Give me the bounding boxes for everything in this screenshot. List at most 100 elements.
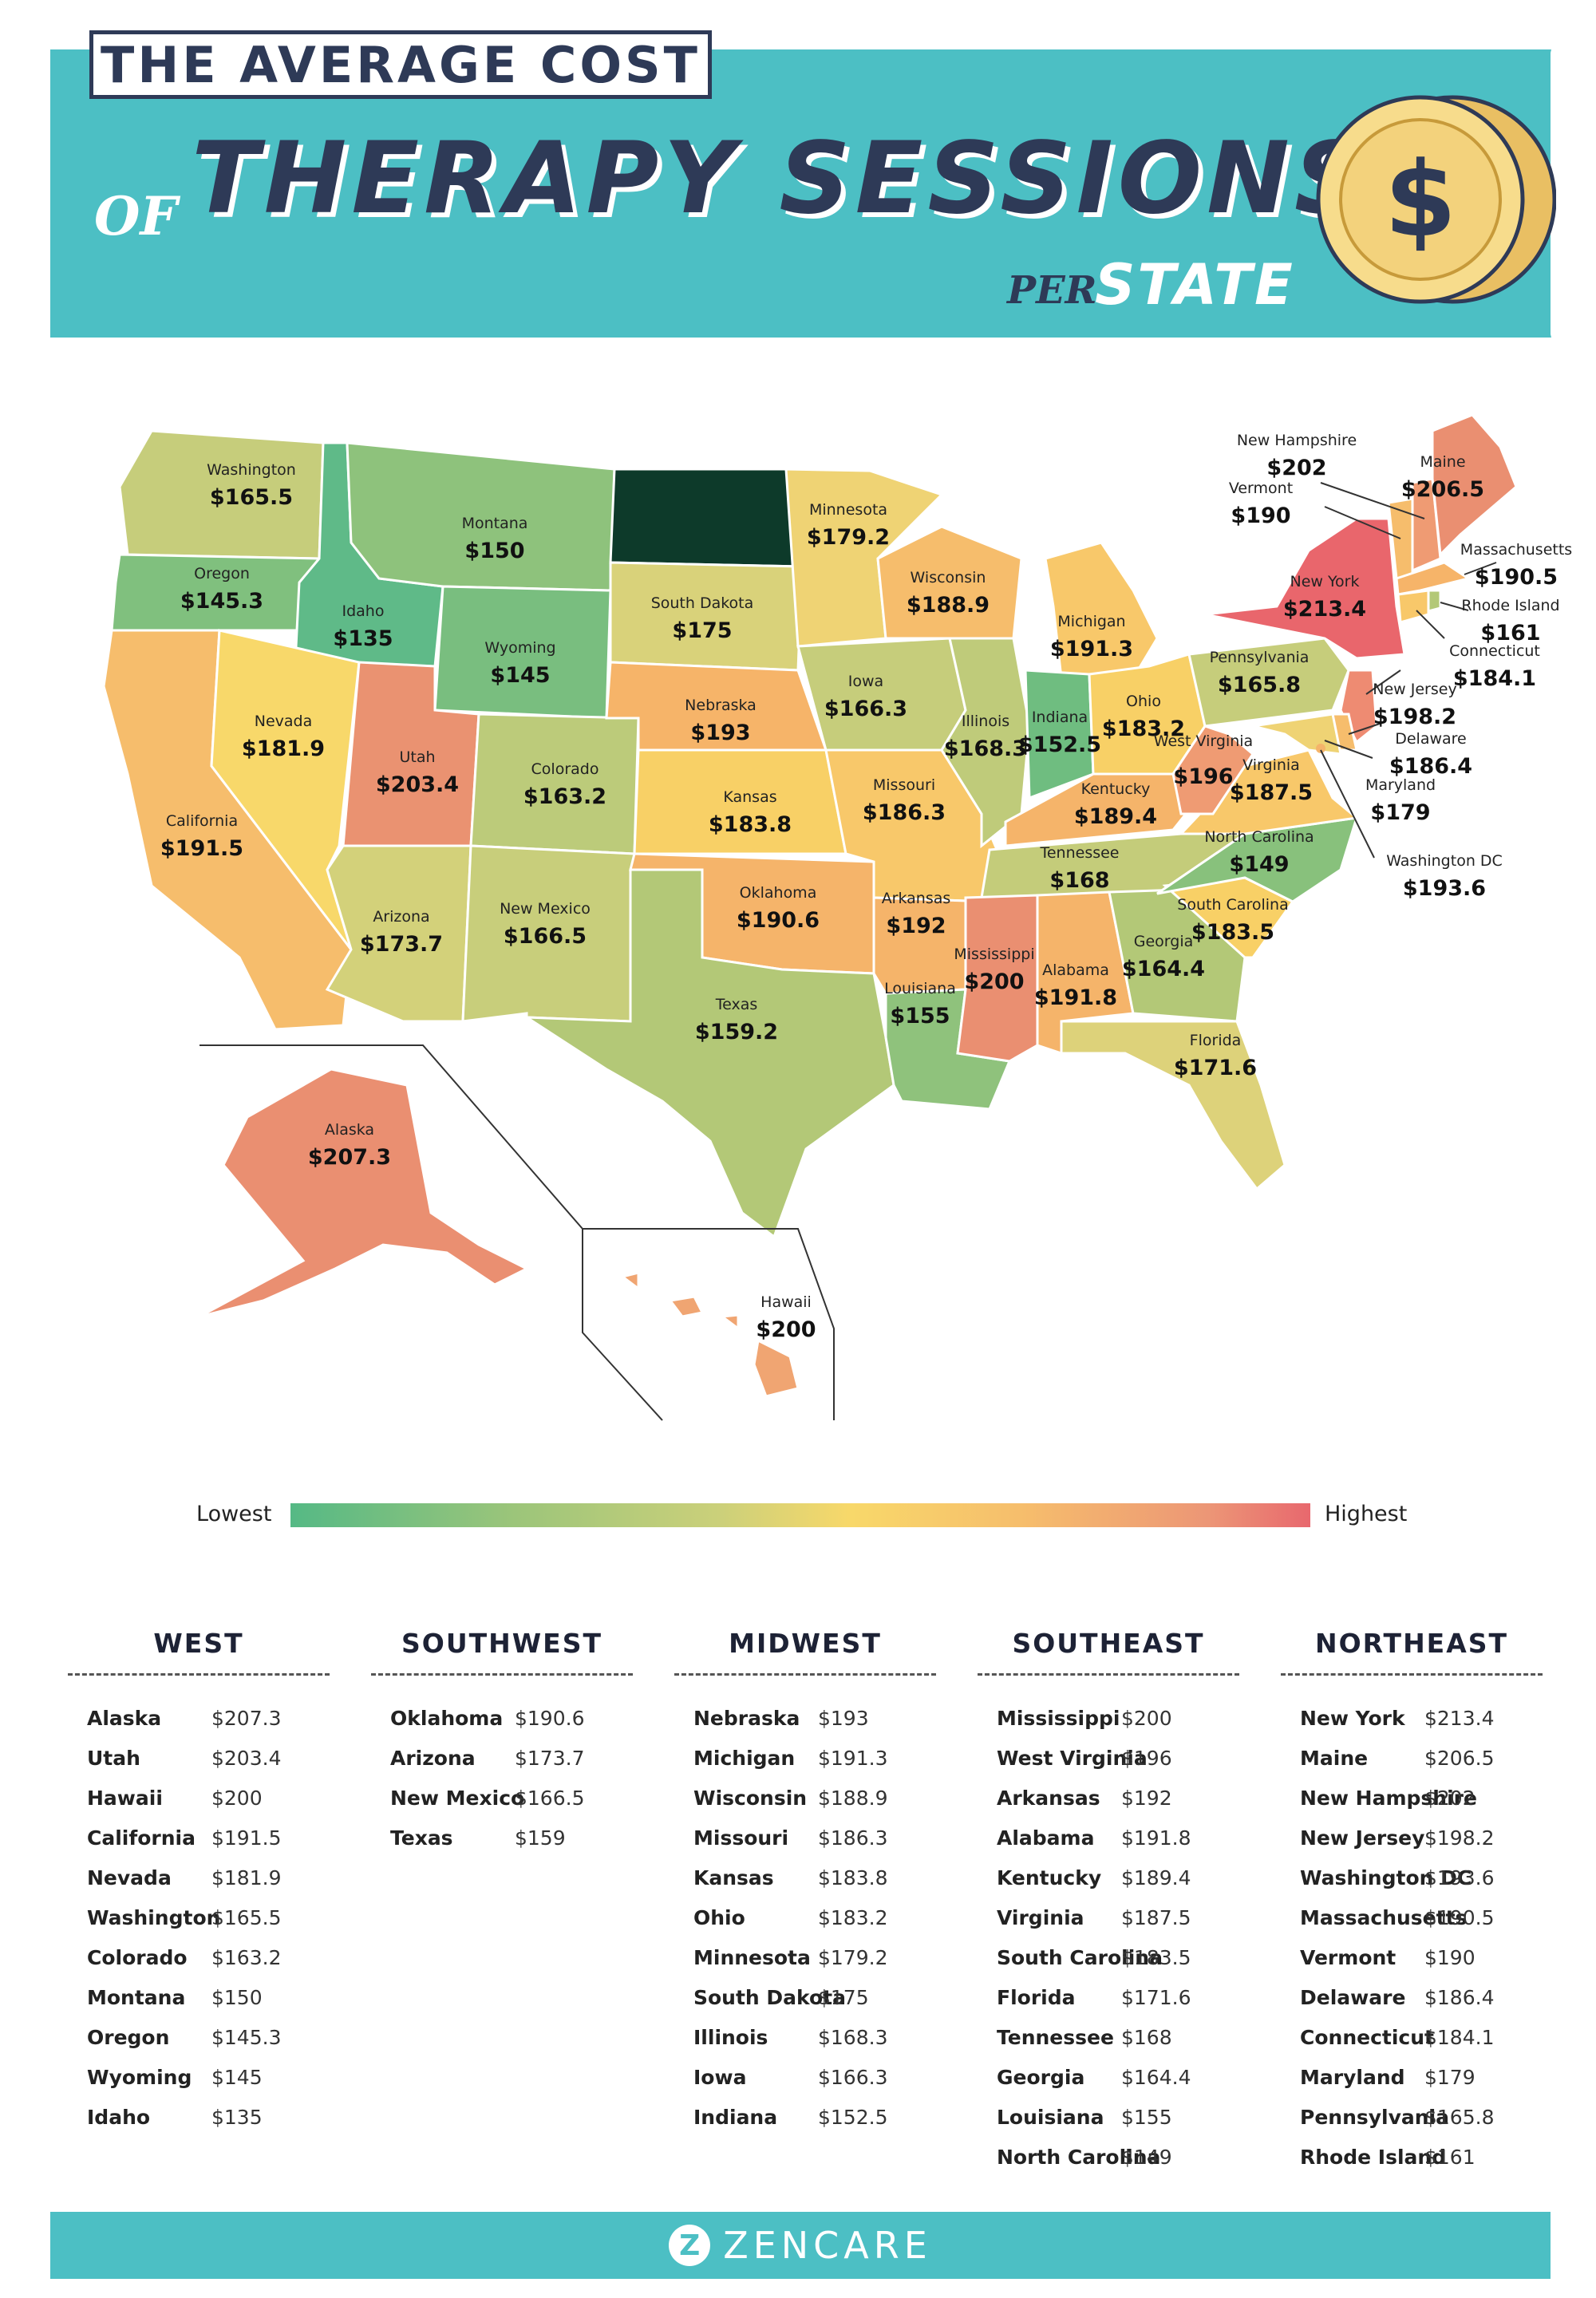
table-row: Massachusetts $190.5	[1281, 1897, 1543, 1937]
state-maryland	[1252, 713, 1342, 756]
table-row: Alaska $207.3	[68, 1698, 330, 1738]
svg-text:Michigan: Michigan	[1057, 613, 1125, 630]
row-cost-value: $159	[515, 1826, 566, 1850]
table-row: Washington DC $193.6	[1281, 1858, 1543, 1897]
row-state-name: Kansas	[693, 1866, 774, 1889]
table-row: Utah $203.4	[68, 1738, 330, 1778]
row-state-name: Nevada	[87, 1866, 172, 1889]
row-state-name: Indiana	[693, 2105, 778, 2129]
table-row: Washington $165.5	[68, 1897, 330, 1937]
label-montana: Montana $150	[462, 515, 528, 563]
row-state-name: Illinois	[693, 2025, 768, 2049]
table-row: Oregon $145.3	[68, 2017, 330, 2057]
svg-text:Virginia: Virginia	[1242, 756, 1300, 774]
row-cost-value: $207.3	[211, 1706, 282, 1730]
svg-text:Utah: Utah	[399, 748, 435, 766]
row-cost-value: $187.5	[1121, 1905, 1191, 1929]
row-cost-value: $165.8	[1424, 2105, 1495, 2129]
state-rhode-island	[1427, 589, 1442, 613]
row-cost-value: $213.4	[1424, 1706, 1495, 1730]
leader-maryland	[1324, 740, 1373, 759]
svg-text:West Virginia: West Virginia	[1154, 732, 1253, 750]
label-connecticut: Connecticut $184.1	[1449, 642, 1540, 691]
table-row: Kentucky $189.4	[978, 1858, 1239, 1897]
label-nevada: Nevada $181.9	[242, 713, 325, 761]
row-state-name: Alabama	[997, 1826, 1095, 1850]
row-cost-value: $166.3	[818, 2065, 888, 2089]
svg-text:Washington DC: Washington DC	[1386, 852, 1503, 870]
region-rows: New York $213.4 Maine $206.5 New Hampshire $2…	[1281, 1698, 1543, 2177]
state-new-york	[1204, 517, 1406, 660]
svg-text:California: California	[166, 812, 238, 830]
svg-text:$135: $135	[333, 626, 393, 651]
state-illinois	[940, 637, 1031, 849]
svg-text:Montana: Montana	[462, 515, 528, 532]
state-hawaii	[619, 1271, 800, 1398]
svg-text:$191.3: $191.3	[1050, 637, 1133, 661]
row-cost-value: $183.8	[818, 1866, 888, 1889]
row-cost-value: $184.1	[1424, 2025, 1495, 2049]
svg-text:$163.2: $163.2	[523, 784, 606, 809]
table-row: Alabama $191.8	[978, 1818, 1239, 1858]
region-table-midwest: MIDWEST Nebraska $193 Michigan $191.3 Wiscons…	[674, 1628, 936, 2137]
svg-text:Maryland: Maryland	[1365, 776, 1436, 794]
svg-text:Illinois: Illinois	[962, 713, 1009, 730]
svg-text:$179.2: $179.2	[807, 525, 890, 550]
table-row: Arkansas $192	[978, 1778, 1239, 1818]
label-arizona: Arizona $173.7	[360, 908, 443, 957]
svg-text:New Hampshire: New Hampshire	[1237, 432, 1357, 449]
svg-text:$168: $168	[1049, 868, 1109, 893]
svg-text:$164.4: $164.4	[1122, 957, 1205, 981]
svg-text:Louisiana: Louisiana	[884, 980, 956, 997]
row-cost-value: $188.9	[818, 1786, 888, 1810]
table-row: New Jersey $198.2	[1281, 1818, 1543, 1858]
legend-color-scale	[290, 1503, 1310, 1527]
row-state-name: Minnesota	[693, 1945, 811, 1969]
svg-text:$193.6: $193.6	[1403, 876, 1486, 901]
label-south-dakota: South Dakota $175	[651, 594, 754, 643]
svg-text:$145: $145	[490, 663, 550, 688]
svg-text:$183.2: $183.2	[1102, 717, 1185, 741]
inset-border-alaska	[200, 1044, 583, 1230]
title-per-word: PER	[1007, 268, 1097, 313]
table-row: Delaware $186.4	[1281, 1977, 1543, 2017]
row-state-name: Idaho	[87, 2105, 151, 2129]
row-cost-value: $183.2	[818, 1905, 888, 1929]
label-missouri: Missouri $186.3	[863, 776, 946, 825]
label-vermont: Vermont $190	[1229, 480, 1293, 528]
row-state-name: Vermont	[1300, 1945, 1396, 1969]
state-texas	[522, 868, 895, 1239]
footer-brand: ZENCARE	[723, 2224, 932, 2267]
label-west-virginia: West Virginia $196	[1154, 732, 1253, 789]
row-cost-value: $203.4	[211, 1746, 282, 1770]
svg-text:$213.4: $213.4	[1283, 597, 1366, 622]
svg-text:$191.8: $191.8	[1034, 985, 1117, 1010]
svg-text:$190.5: $190.5	[1475, 565, 1558, 590]
row-cost-value: $145	[211, 2065, 263, 2089]
row-cost-value: $191.5	[211, 1826, 282, 1850]
row-state-name: Montana	[87, 1985, 186, 2009]
row-state-name: Pennsylvania	[1300, 2105, 1450, 2129]
row-cost-value: $186.4	[1424, 1985, 1495, 2009]
svg-text:$159.2: $159.2	[695, 1020, 778, 1044]
table-row: Iowa $166.3	[674, 2057, 936, 2097]
table-row: Kansas $183.8	[674, 1858, 936, 1897]
table-row: Maine $206.5	[1281, 1738, 1543, 1778]
row-state-name: West Virginia	[997, 1746, 1148, 1770]
svg-text:Idaho: Idaho	[342, 602, 385, 620]
table-row: Louisiana $155	[978, 2097, 1239, 2137]
table-row: Minnesota $179.2	[674, 1937, 936, 1977]
row-cost-value: $200	[1121, 1706, 1172, 1730]
label-delaware: Delaware $186.4	[1389, 730, 1472, 779]
table-row: Florida $171.6	[978, 1977, 1239, 2017]
svg-text:South Carolina: South Carolina	[1177, 896, 1288, 914]
svg-text:$190.6: $190.6	[737, 908, 820, 933]
svg-text:$183.8: $183.8	[709, 812, 792, 837]
svg-text:Nebraska: Nebraska	[685, 697, 757, 714]
row-cost-value: $190	[1424, 1945, 1476, 1969]
label-texas: Texas $159.2	[695, 996, 778, 1044]
region-rows: Mississippi $200 West Virginia $196 Arkansas…	[978, 1698, 1239, 2177]
main-title: THERAPY SESSIONS	[192, 121, 1371, 236]
svg-text:South Dakota: South Dakota	[651, 594, 754, 612]
svg-text:$196: $196	[1173, 764, 1233, 789]
